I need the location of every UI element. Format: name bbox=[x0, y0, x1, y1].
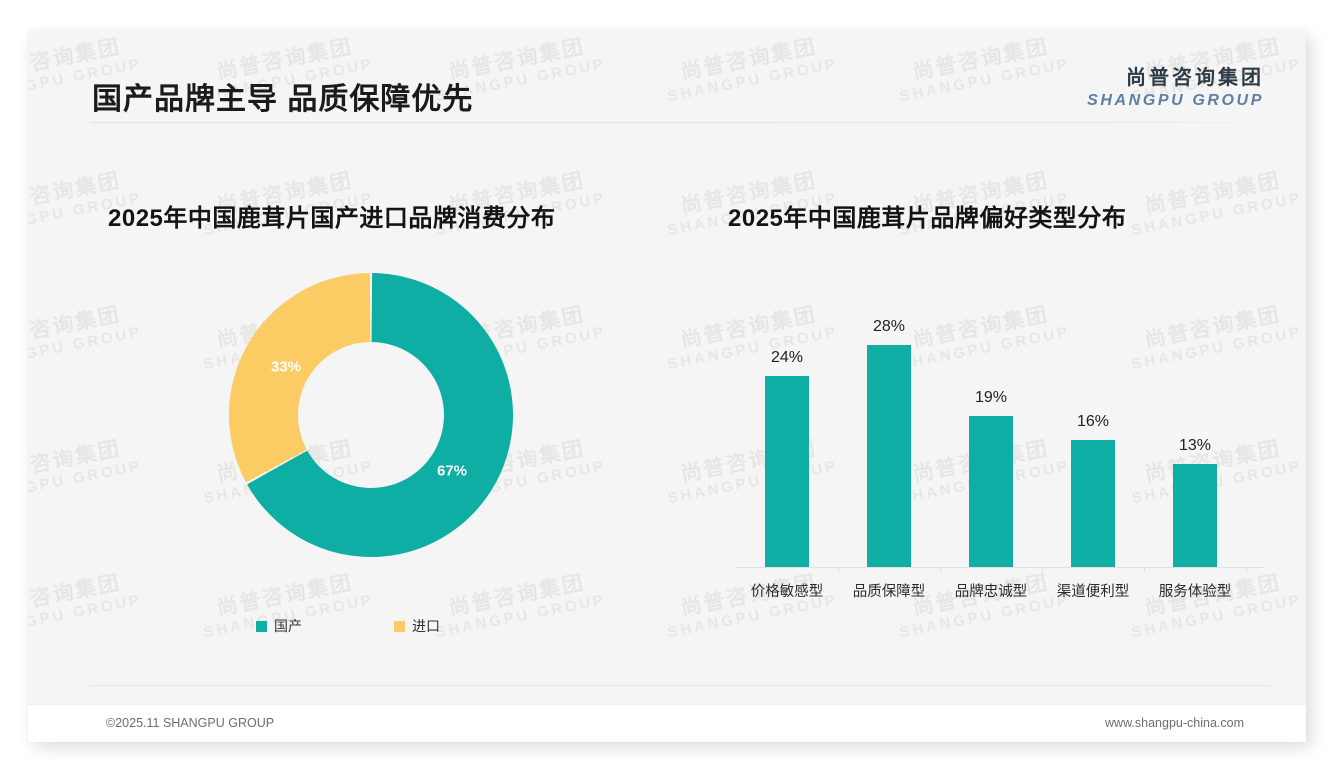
slide-footer: ©2025.11 SHANGPU GROUP www.shangpu-china… bbox=[28, 704, 1306, 742]
legend-swatch-domestic bbox=[256, 620, 267, 632]
bar-value-label: 24% bbox=[770, 349, 804, 366]
bar-chart-category-labels: 价格敏感型 品质保障型 品牌忠诚型 渠道便利型 服务体验型 bbox=[728, 580, 1273, 604]
slide-header: 国产品牌主导 品质保障优先 尚普咨询集团 SHANGPU GROUP bbox=[28, 30, 1306, 123]
brand-logo: 尚普咨询集团 SHANGPU GROUP bbox=[1087, 66, 1264, 110]
bar-column: 13% bbox=[1144, 437, 1246, 567]
bar-category-label: 渠道便利型 bbox=[1056, 584, 1130, 600]
bar-category-label: 价格敏感型 bbox=[750, 584, 824, 600]
donut-slice-label-imported: 33% bbox=[270, 358, 302, 376]
logo-english-text: SHANGPU GROUP bbox=[1087, 92, 1264, 109]
bar-value-label: 16% bbox=[1076, 413, 1110, 430]
axis-tick bbox=[1042, 568, 1043, 572]
bar-category-label: 品牌忠诚型 bbox=[954, 584, 1028, 600]
footnote-divider bbox=[90, 685, 1270, 686]
donut-slice-label-domestic: 67% bbox=[436, 462, 468, 480]
bar-column: 24% bbox=[736, 349, 838, 567]
donut-chart-title: 2025年中国鹿茸片国产进口品牌消费分布 bbox=[108, 205, 556, 232]
bar-chart-panel: 2025年中国鹿茸片品牌偏好类型分布 24% 28% 19% 16% 13% 价格敏感型… bbox=[728, 198, 1273, 668]
donut-legend: 国产 进口 bbox=[256, 616, 440, 636]
bar-category-label: 服务体验型 bbox=[1158, 584, 1232, 600]
bar-rect bbox=[969, 416, 1013, 567]
bar-column: 19% bbox=[940, 389, 1042, 567]
axis-tick bbox=[940, 568, 941, 572]
donut-chart: 67% 33% bbox=[226, 270, 516, 560]
bar-rect bbox=[765, 376, 809, 567]
donut-slice-进口 bbox=[229, 273, 371, 483]
legend-item-domestic: 国产 bbox=[256, 616, 302, 636]
slide-canvas: 尚普咨询集团 SHANGPU GROUP 尚普咨询集团 SHANGPU GROUP 尚普… bbox=[28, 30, 1306, 742]
header-divider bbox=[90, 122, 1270, 123]
logo-chinese-text: 尚普咨询集团 bbox=[1126, 67, 1264, 89]
axis-tick bbox=[838, 568, 839, 572]
bar-value-label: 13% bbox=[1178, 437, 1212, 454]
bar-category-label: 品质保障型 bbox=[852, 584, 926, 600]
bar-column: 28% bbox=[838, 318, 940, 567]
bar-value-label: 28% bbox=[872, 318, 906, 335]
legend-label-domestic: 国产 bbox=[274, 618, 302, 634]
legend-item-imported: 进口 bbox=[394, 616, 440, 636]
footer-copyright: ©2025.11 SHANGPU GROUP bbox=[106, 716, 275, 730]
bar-value-label: 19% bbox=[974, 389, 1008, 406]
bar-rect bbox=[867, 345, 911, 567]
axis-tick bbox=[1144, 568, 1145, 572]
footer-website: www.shangpu-china.com bbox=[1105, 716, 1244, 730]
bar-chart-plot: 24% 28% 19% 16% 13% bbox=[728, 276, 1273, 572]
axis-tick bbox=[1246, 568, 1247, 572]
donut-chart-panel: 2025年中国鹿茸片国产进口品牌消费分布 67% 33% 国产 进口 bbox=[108, 198, 668, 668]
bar-rect bbox=[1173, 464, 1217, 567]
legend-label-imported: 进口 bbox=[412, 618, 440, 634]
legend-swatch-imported bbox=[394, 620, 405, 632]
donut-svg bbox=[229, 273, 513, 557]
page-title: 国产品牌主导 品质保障优先 bbox=[92, 83, 474, 116]
donut-slice-国产 bbox=[247, 273, 513, 557]
bar-chart-baseline bbox=[736, 567, 1264, 568]
bar-rect bbox=[1071, 440, 1115, 567]
bar-chart-title: 2025年中国鹿茸片品牌偏好类型分布 bbox=[728, 205, 1127, 232]
bar-column: 16% bbox=[1042, 413, 1144, 567]
